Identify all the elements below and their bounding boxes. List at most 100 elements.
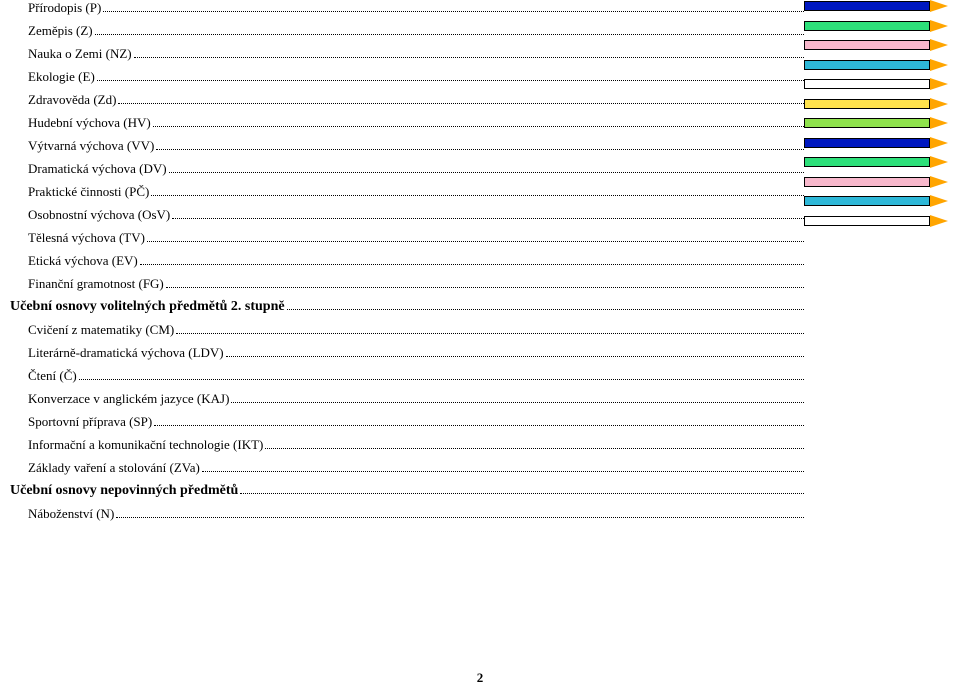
- pencil-body: [804, 1, 930, 11]
- pencil-icon: [804, 117, 952, 129]
- toc-item: Čtení (Č): [28, 368, 806, 384]
- toc-leader-dots: [202, 471, 804, 472]
- toc-leader-dots: [118, 103, 804, 104]
- toc-item: Výtvarná výchova (VV): [28, 138, 806, 154]
- pencil-body: [804, 177, 930, 187]
- pencil-tip: [930, 39, 948, 51]
- pencil-body: [804, 138, 930, 148]
- page-number: 2: [0, 670, 960, 686]
- toc-leader-dots: [156, 149, 804, 150]
- toc-leader-dots: [240, 493, 804, 494]
- pencil-tip: [930, 117, 948, 129]
- toc-label: Náboženství (N): [28, 506, 114, 522]
- toc-leader-dots: [226, 356, 804, 357]
- toc-item: Literárně-dramatická výchova (LDV): [28, 345, 806, 361]
- pencil-body: [804, 157, 930, 167]
- pencil-tip: [930, 195, 948, 207]
- toc-leader-dots: [79, 379, 804, 380]
- pencil-icon: [804, 137, 952, 149]
- toc-label: Praktické činnosti (PČ): [28, 184, 149, 200]
- pencil-body: [804, 40, 930, 50]
- toc-item: Sportovní příprava (SP): [28, 414, 806, 430]
- toc-label: Informační a komunikační technologie (IK…: [28, 437, 263, 453]
- toc-item: Osobnostní výchova (OsV): [28, 207, 806, 223]
- toc-item: Tělesná výchova (TV): [28, 230, 806, 246]
- pencil-tip: [930, 156, 948, 168]
- toc-leader-dots: [153, 126, 804, 127]
- pencil-body: [804, 118, 930, 128]
- toc-label: Tělesná výchova (TV): [28, 230, 145, 246]
- toc-label: Osobnostní výchova (OsV): [28, 207, 170, 223]
- toc-item: Informační a komunikační technologie (IK…: [28, 437, 806, 453]
- pencil-body: [804, 99, 930, 109]
- toc-item: Zeměpis (Z): [28, 23, 806, 39]
- pencil-tip: [930, 98, 948, 110]
- toc-leader-dots: [147, 241, 804, 242]
- toc-leader-dots: [151, 195, 804, 196]
- pencil-tip: [930, 59, 948, 71]
- pencil-decorations: [804, 0, 952, 234]
- toc-list: Přírodopis (P) Zeměpis (Z) Nauka o Zemi (N…: [28, 0, 806, 522]
- toc-heading: Učební osnovy nepovinných předmětů: [10, 483, 806, 499]
- toc-item: Zdravověda (Zd): [28, 92, 806, 108]
- toc-leader-dots: [287, 309, 804, 310]
- pencil-body: [804, 21, 930, 31]
- toc-item: Konverzace v anglickém jazyce (KAJ): [28, 391, 806, 407]
- toc-leader-dots: [95, 34, 804, 35]
- pencil-icon: [804, 98, 952, 110]
- toc-item: Ekologie (E): [28, 69, 806, 85]
- pencil-tip: [930, 215, 948, 227]
- toc-leader-dots: [140, 264, 804, 265]
- pencil-icon: [804, 0, 952, 12]
- toc-leader-dots: [116, 517, 804, 518]
- toc-item: Nauka o Zemi (NZ): [28, 46, 806, 62]
- toc-label: Hudební výchova (HV): [28, 115, 151, 131]
- pencil-tip: [930, 0, 948, 12]
- pencil-tip: [930, 137, 948, 149]
- toc-label: Učební osnovy nepovinných předmětů: [10, 483, 238, 499]
- toc-item: Náboženství (N): [28, 506, 806, 522]
- toc-item: Hudební výchova (HV): [28, 115, 806, 131]
- pencil-tip: [930, 20, 948, 32]
- toc-label: Nauka o Zemi (NZ): [28, 46, 132, 62]
- pencil-icon: [804, 20, 952, 32]
- toc-item: Základy vaření a stolování (ZVa): [28, 460, 806, 476]
- toc-label: Zdravověda (Zd): [28, 92, 116, 108]
- toc-label: Sportovní příprava (SP): [28, 414, 152, 430]
- toc-item: Cvičení z matematiky (CM): [28, 322, 806, 338]
- toc-label: Ekologie (E): [28, 69, 95, 85]
- toc-leader-dots: [265, 448, 804, 449]
- pencil-icon: [804, 195, 952, 207]
- toc-label: Cvičení z matematiky (CM): [28, 322, 174, 338]
- pencil-body: [804, 216, 930, 226]
- toc-label: Základy vaření a stolování (ZVa): [28, 460, 200, 476]
- pencil-body: [804, 196, 930, 206]
- pencil-icon: [804, 176, 952, 188]
- pencil-icon: [804, 39, 952, 51]
- toc-heading: Učební osnovy volitelných předmětů 2. st…: [10, 299, 806, 315]
- toc-label: Zeměpis (Z): [28, 23, 93, 39]
- pencil-icon: [804, 59, 952, 71]
- toc-label: Konverzace v anglickém jazyce (KAJ): [28, 391, 229, 407]
- pencil-tip: [930, 78, 948, 90]
- toc-label: Dramatická výchova (DV): [28, 161, 167, 177]
- toc-label: Etická výchova (EV): [28, 253, 138, 269]
- pencil-body: [804, 79, 930, 89]
- pencil-icon: [804, 78, 952, 90]
- toc-item: Dramatická výchova (DV): [28, 161, 806, 177]
- toc-item: Etická výchova (EV): [28, 253, 806, 269]
- pencil-icon: [804, 156, 952, 168]
- toc-leader-dots: [103, 11, 804, 12]
- toc-item: Praktické činnosti (PČ): [28, 184, 806, 200]
- toc-label: Přírodopis (P): [28, 0, 101, 16]
- toc-item: Přírodopis (P): [28, 0, 806, 16]
- toc-label: Finanční gramotnost (FG): [28, 276, 164, 292]
- toc-leader-dots: [154, 425, 804, 426]
- toc-label: Literárně-dramatická výchova (LDV): [28, 345, 224, 361]
- toc-label: Výtvarná výchova (VV): [28, 138, 154, 154]
- toc-item: Finanční gramotnost (FG): [28, 276, 806, 292]
- toc-leader-dots: [169, 172, 804, 173]
- toc-leader-dots: [134, 57, 804, 58]
- toc-leader-dots: [166, 287, 804, 288]
- toc-leader-dots: [172, 218, 804, 219]
